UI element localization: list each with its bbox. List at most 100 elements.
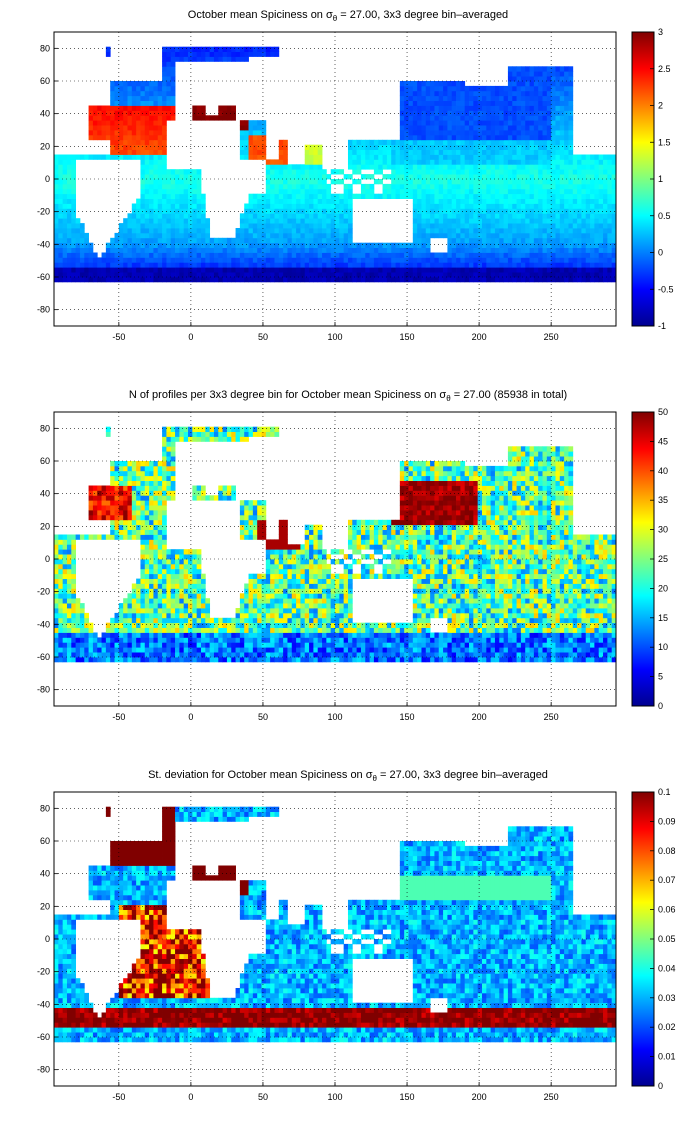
heatmap-cell (322, 657, 327, 663)
heatmap-cell (226, 247, 232, 253)
heatmap-cell (538, 213, 543, 219)
heatmap-cell (382, 622, 388, 628)
heatmap-cell (507, 130, 513, 136)
heatmap-cell (149, 228, 154, 234)
heatmap-cell (153, 81, 159, 87)
heatmap-cell (71, 652, 77, 658)
heatmap-cell (391, 637, 396, 643)
heatmap-cell (149, 154, 154, 160)
heatmap-cell (533, 174, 539, 180)
heatmap-cell (451, 174, 457, 180)
heatmap-cell (157, 267, 163, 273)
heatmap-cell (607, 183, 613, 190)
heatmap-cell (533, 71, 539, 77)
heatmap-cell (555, 657, 561, 663)
heatmap-cell (188, 272, 193, 278)
heatmap-cell (516, 179, 522, 185)
heatmap-cell (603, 232, 608, 239)
heatmap-cell (66, 198, 72, 204)
heatmap-cell (244, 125, 249, 131)
heatmap-cell (546, 252, 552, 258)
heatmap-cell (529, 183, 535, 190)
heatmap-cell (369, 267, 375, 273)
heatmap-cell (533, 120, 539, 126)
heatmap-cell (585, 637, 591, 643)
heatmap-cell (188, 193, 193, 199)
heatmap-cell (192, 193, 198, 199)
heatmap-cell (490, 272, 496, 278)
heatmap-cell (140, 188, 146, 195)
heatmap-cell (460, 110, 466, 116)
heatmap-cell (291, 647, 297, 653)
heatmap-cell (408, 120, 414, 126)
heatmap-cell (123, 223, 128, 229)
heatmap-cell (54, 164, 59, 170)
heatmap-cell (347, 223, 353, 229)
heatmap-cell (490, 188, 496, 195)
heatmap-cell (469, 169, 474, 175)
heatmap-cell (503, 198, 509, 204)
heatmap-cell (339, 627, 345, 633)
heatmap-cell (248, 51, 254, 57)
heatmap-cell (88, 115, 94, 121)
heatmap-cell (585, 223, 591, 229)
heatmap-cell (598, 237, 604, 244)
heatmap-cell (265, 627, 271, 633)
heatmap-cell (244, 242, 249, 248)
heatmap-cell (490, 632, 496, 638)
heatmap-cell (114, 149, 120, 155)
heatmap-cell (265, 183, 271, 190)
heatmap-cell (309, 257, 314, 263)
heatmap-cell (538, 174, 543, 180)
heatmap-cell (499, 100, 504, 106)
heatmap-cell (477, 642, 483, 648)
heatmap-cell (434, 188, 440, 195)
heatmap-cell (309, 218, 314, 224)
heatmap-cell (551, 188, 556, 195)
heatmap-cell (79, 228, 85, 234)
heatmap-cell (304, 637, 310, 643)
heatmap-cell (529, 242, 535, 248)
heatmap-cell (365, 262, 370, 268)
heatmap-cell (170, 105, 176, 111)
heatmap-cell (486, 242, 492, 248)
heatmap-cell (581, 647, 587, 653)
heatmap-cell (412, 198, 418, 204)
heatmap-cell (594, 159, 600, 165)
heatmap-cell (499, 134, 504, 141)
heatmap-cell (205, 232, 211, 239)
heatmap-cell (58, 169, 64, 175)
heatmap-cell (153, 237, 159, 244)
heatmap-cell (568, 223, 574, 229)
heatmap-cell (460, 105, 466, 111)
heatmap-cell (447, 188, 453, 195)
heatmap-cell (79, 622, 85, 628)
heatmap-cell (585, 647, 591, 653)
heatmap-cell (239, 130, 245, 136)
heatmap-cell (555, 262, 561, 268)
heatmap-cell (564, 149, 569, 155)
heatmap-cell (118, 95, 124, 101)
heatmap-cell (598, 188, 604, 195)
heatmap-cell (585, 652, 591, 658)
heatmap-cell (438, 174, 444, 180)
heatmap-cell (408, 134, 414, 141)
heatmap-cell (481, 179, 487, 185)
heatmap-cell (175, 174, 180, 180)
heatmap-cell (244, 277, 249, 283)
heatmap-cell (594, 272, 600, 278)
heatmap-cell (296, 252, 301, 258)
heatmap-cell (313, 183, 319, 190)
heatmap-cell (170, 232, 176, 239)
heatmap-cell (551, 183, 556, 190)
heatmap-cell (516, 232, 522, 239)
heatmap-cell (494, 179, 500, 185)
heatmap-cell (598, 252, 604, 258)
heatmap-cell (369, 652, 375, 658)
heatmap-cell (309, 237, 314, 244)
heatmap-cell (166, 617, 172, 624)
heatmap-cell (477, 267, 483, 273)
heatmap-cell (62, 232, 68, 239)
heatmap-cell (399, 130, 405, 136)
heatmap-cell (594, 627, 600, 633)
